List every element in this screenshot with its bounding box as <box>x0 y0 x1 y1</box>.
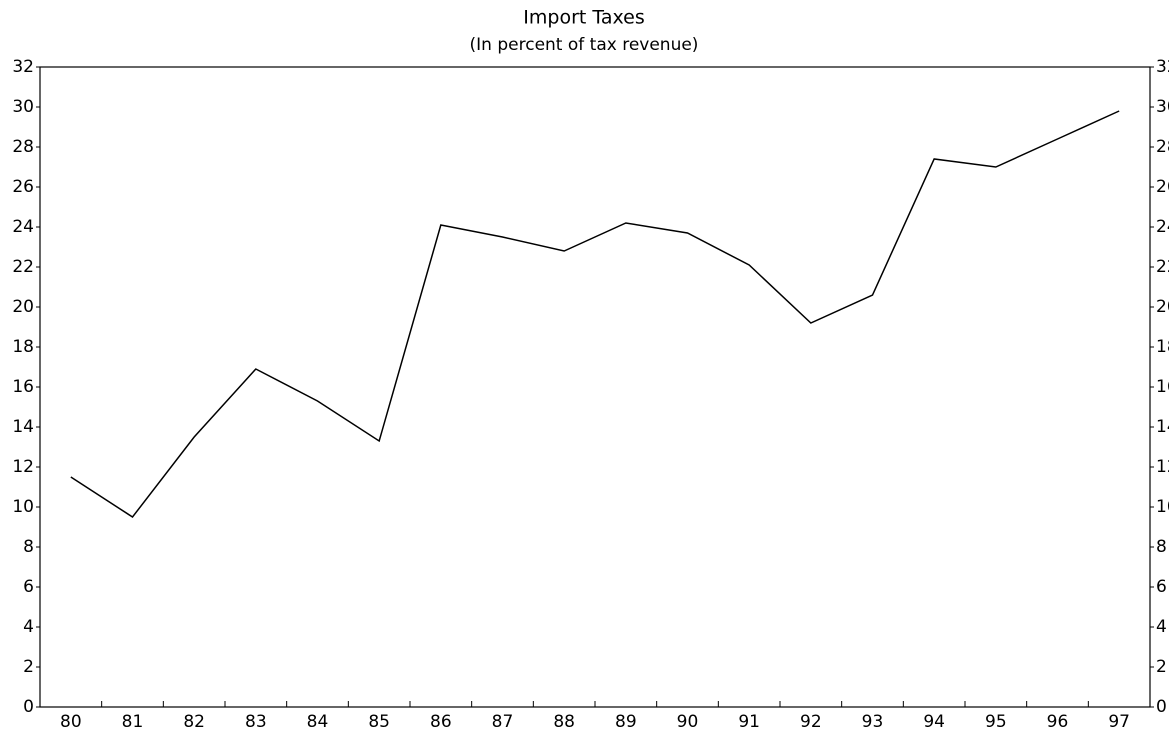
x-tick-label: 82 <box>183 712 205 732</box>
y-tick-label: 10 <box>12 497 34 517</box>
x-tick-label: 83 <box>245 712 267 732</box>
y2-tick-label: 10 <box>1156 497 1169 517</box>
y2-tick-label: 6 <box>1156 577 1167 597</box>
y2-tick-label: 4 <box>1156 617 1167 637</box>
plot-frame <box>39 66 1151 708</box>
y-tick-label: 0 <box>23 697 34 717</box>
y-tick-label: 8 <box>23 537 34 557</box>
chart-title: Import Taxes <box>523 7 644 29</box>
y-tick-label: 30 <box>12 97 34 117</box>
y2-tick-label: 12 <box>1156 457 1169 477</box>
y-tick-label: 20 <box>12 297 34 317</box>
x-tick-label: 94 <box>923 712 945 732</box>
x-tick-label: 88 <box>553 712 575 732</box>
y2-tick-label: 22 <box>1156 257 1169 277</box>
y-tick-label: 2 <box>23 657 34 677</box>
y2-tick-label: 2 <box>1156 657 1167 677</box>
chart-subtitle: (In percent of tax revenue) <box>470 35 699 55</box>
y-tick-label: 18 <box>12 337 34 357</box>
y-tick-label: 14 <box>12 417 34 437</box>
x-tick-label: 91 <box>738 712 760 732</box>
x-tick-label: 89 <box>615 712 637 732</box>
x-tick-label: 86 <box>430 712 452 732</box>
x-tick-label: 95 <box>985 712 1007 732</box>
y2-tick-label: 16 <box>1156 377 1169 397</box>
line <box>70 110 1120 519</box>
x-tick-label: 85 <box>368 712 390 732</box>
y2-tick-label: 26 <box>1156 177 1169 197</box>
y-tick-label: 26 <box>12 177 34 197</box>
y-tick-label: 22 <box>12 257 34 277</box>
y2-tick-label: 30 <box>1156 97 1169 117</box>
y-tick-label: 4 <box>23 617 34 637</box>
y2-tick-label: 32 <box>1156 57 1169 77</box>
x-tick-label: 84 <box>307 712 329 732</box>
y-tick-label: 16 <box>12 377 34 397</box>
y2-tick-label: 20 <box>1156 297 1169 317</box>
x-tick-label: 90 <box>677 712 699 732</box>
x-tick-label: 80 <box>60 712 82 732</box>
x-tick-label: 93 <box>862 712 884 732</box>
y-tick-label: 6 <box>23 577 34 597</box>
y2-tick-label: 14 <box>1156 417 1169 437</box>
y2-tick-label: 18 <box>1156 337 1169 357</box>
x-tick-label: 87 <box>492 712 514 732</box>
x-tick-label: 92 <box>800 712 822 732</box>
y2-tick-label: 24 <box>1156 217 1169 237</box>
y2-tick-label: 8 <box>1156 537 1167 557</box>
x-tick-label: 81 <box>122 712 144 732</box>
y-tick-label: 24 <box>12 217 34 237</box>
x-tick-label: 97 <box>1108 712 1130 732</box>
y-tick-label: 28 <box>12 137 34 157</box>
y-tick-label: 12 <box>12 457 34 477</box>
x-tick-label: 96 <box>1047 712 1069 732</box>
y2-tick-label: 28 <box>1156 137 1169 157</box>
y-tick-label: 32 <box>12 57 34 77</box>
y2-tick-label: 0 <box>1156 697 1167 717</box>
